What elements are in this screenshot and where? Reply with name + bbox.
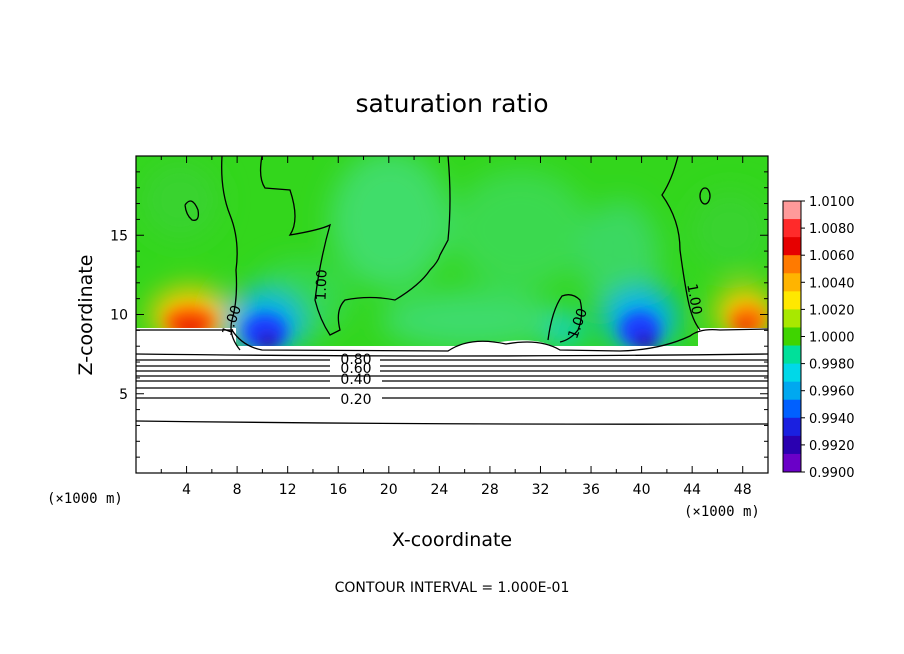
colorbar-label: 1.0080 — [809, 222, 855, 237]
contour-closed-left — [184, 200, 200, 221]
colorbar-label: 0.9980 — [809, 358, 855, 373]
x-unit-label-left: (×1000 m) — [47, 491, 123, 507]
y-axis-label: Z-coordinate — [75, 255, 97, 376]
contour-labels: 1.001.00 1.001.000.800.600.400.20 — [219, 269, 704, 408]
colorbar-swatch — [783, 381, 801, 401]
colorbar-swatch — [783, 255, 801, 274]
colorbar-label: 0.9920 — [809, 439, 855, 454]
x-tick-label: 40 — [633, 482, 651, 498]
colorbar-swatch — [783, 417, 801, 437]
x-axis-ticks: 4 8 12 16 20 24 28 32 36 40 44 48 — [160, 156, 752, 498]
colorbar: 1.0100 1.0080 1.0060 1.0040 1.0020 1.0000 0.99… — [782, 195, 855, 481]
y-tick-label: 10 — [110, 308, 128, 324]
colorbar-swatch — [783, 273, 801, 292]
x-tick-label: 12 — [279, 482, 297, 498]
inversion-cloud-bump — [450, 340, 560, 352]
x-tick-label: 8 — [233, 482, 242, 498]
x-tick-label: 20 — [380, 482, 398, 498]
x-tick-label: 24 — [430, 482, 448, 498]
colorbar-label: 1.0020 — [809, 303, 855, 318]
x-tick-label: 28 — [481, 482, 499, 498]
colorbar-swatch — [783, 201, 801, 220]
contour-closed-right — [699, 187, 711, 205]
x-tick-label: 48 — [734, 482, 752, 498]
contour-label: 0.60 — [340, 361, 371, 377]
contour-1-00-center — [259, 156, 451, 336]
colorbar-swatch — [783, 237, 801, 256]
x-unit-label-right: (×1000 m) — [684, 504, 760, 520]
contour-lines — [136, 156, 768, 425]
contour-label: 0.20 — [340, 392, 371, 408]
colorbar-label: 1.0000 — [809, 331, 855, 346]
plot-area — [136, 156, 768, 473]
contour-interval-note: CONTOUR INTERVAL = 1.000E-01 — [335, 580, 570, 596]
colorbar-swatch — [783, 399, 801, 419]
colorbar-label: 1.0040 — [809, 276, 855, 291]
inversion-right-edge — [698, 328, 768, 348]
contour-1-00-right — [661, 156, 701, 331]
y-tick-label: 5 — [119, 387, 128, 403]
contour-label: 1.00 — [313, 269, 330, 301]
contour-0-10 — [136, 420, 768, 425]
colorbar-label: 0.9900 — [809, 466, 855, 481]
colorbar-label: 1.0100 — [809, 195, 855, 210]
contour-label: 0.80 — [340, 352, 371, 368]
y-tick-label: 15 — [110, 228, 128, 244]
contour-inversion-top — [136, 328, 768, 352]
colorbar-label: 1.0060 — [809, 249, 855, 264]
colorbar-swatch — [783, 309, 801, 328]
colorbar-swatch — [783, 363, 801, 383]
inversion-left-edge — [136, 328, 236, 348]
contour-label: 0.40 — [340, 372, 371, 388]
colorbar-swatch — [783, 345, 801, 365]
colorbar-swatch — [783, 291, 801, 310]
colorbar-swatch — [783, 453, 801, 473]
x-tick-label: 44 — [683, 482, 701, 498]
colorbar-label: 0.9960 — [809, 385, 855, 400]
x-tick-label: 4 — [182, 482, 191, 498]
x-tick-label: 16 — [329, 482, 347, 498]
chart-title: saturation ratio — [355, 89, 548, 118]
x-tick-label: 32 — [532, 482, 550, 498]
contour-0-90 — [136, 353, 768, 357]
contour-1-00-left — [221, 156, 241, 351]
x-tick-label: 36 — [582, 482, 600, 498]
colorbar-swatch — [783, 435, 801, 455]
colorbar-swatch — [783, 327, 801, 347]
contour-1-00-center-right — [547, 294, 583, 343]
contour-label: 1.00 — [683, 283, 704, 316]
colorbar-swatch — [783, 219, 801, 238]
colorbar-label: 0.9940 — [809, 412, 855, 427]
y-axis-ticks: 5 10 15 — [110, 171, 768, 458]
lower-field — [136, 346, 768, 473]
x-axis-label: X-coordinate — [392, 529, 512, 551]
